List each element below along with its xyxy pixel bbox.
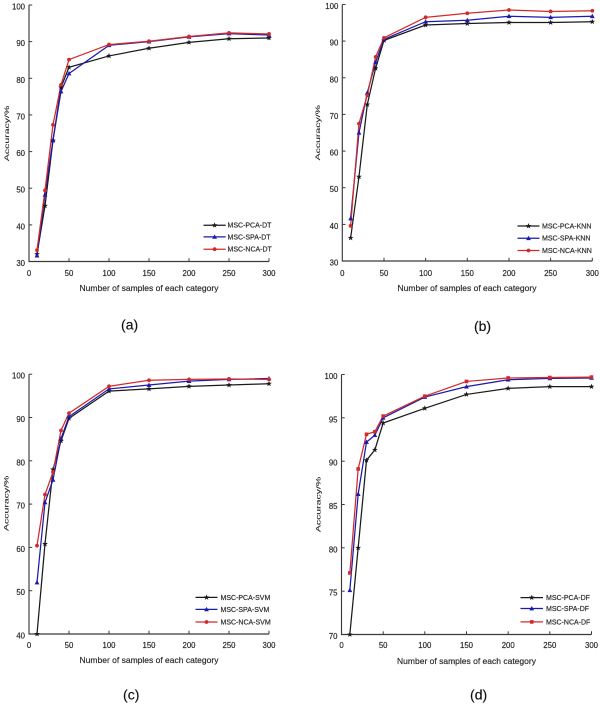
svg-text:MSC-PCA-DT: MSC-PCA-DT [228, 223, 273, 230]
svg-text:Number of samples of each cate: Number of samples of each category [398, 283, 538, 293]
svg-text:50: 50 [16, 186, 25, 195]
svg-text:250: 250 [544, 269, 558, 278]
svg-text:90: 90 [329, 459, 338, 468]
svg-text:60: 60 [16, 149, 25, 158]
svg-text:60: 60 [330, 149, 339, 158]
svg-text:100: 100 [324, 372, 338, 381]
svg-text:150: 150 [460, 641, 474, 650]
svg-text:90: 90 [16, 39, 25, 48]
svg-text:85: 85 [329, 502, 338, 511]
svg-text:70: 70 [16, 502, 25, 511]
svg-text:MSC-NCA-KNN: MSC-NCA-KNN [542, 248, 592, 255]
svg-text:150: 150 [142, 269, 156, 278]
svg-text:300: 300 [262, 641, 276, 650]
svg-text:150: 150 [142, 641, 156, 650]
svg-text:40: 40 [16, 222, 25, 231]
svg-text:70: 70 [330, 112, 339, 121]
svg-text:Accuracy/%: Accuracy/% [3, 475, 10, 531]
svg-text:0: 0 [27, 269, 32, 278]
svg-text:250: 250 [222, 641, 236, 650]
svg-text:80: 80 [16, 76, 25, 85]
svg-text:100: 100 [418, 641, 432, 650]
svg-text:200: 200 [182, 641, 196, 650]
svg-text:MSC-PCA-KNN: MSC-PCA-KNN [542, 223, 591, 230]
svg-text:100: 100 [12, 372, 26, 381]
svg-text:95: 95 [329, 415, 338, 424]
svg-text:50: 50 [16, 588, 25, 597]
svg-text:Number of samples of each cate: Number of samples of each category [80, 283, 220, 293]
svg-text:MSC-NCA-DT: MSC-NCA-DT [228, 247, 273, 254]
svg-text:250: 250 [222, 269, 236, 278]
svg-text:30: 30 [16, 259, 25, 268]
svg-text:(a): (a) [121, 317, 138, 333]
svg-text:MSC-PCA-DF: MSC-PCA-DF [546, 595, 590, 602]
svg-text:0: 0 [340, 269, 345, 278]
svg-text:Number of samples of each cate: Number of samples of each category [80, 655, 220, 665]
svg-text:100: 100 [102, 269, 116, 278]
svg-text:200: 200 [502, 641, 516, 650]
svg-text:50: 50 [379, 641, 388, 650]
svg-text:100: 100 [325, 2, 339, 11]
svg-text:MSC-PCA-SVM: MSC-PCA-SVM [221, 595, 271, 602]
svg-text:(c): (c) [123, 687, 139, 703]
svg-text:40: 40 [16, 632, 25, 641]
svg-text:30: 30 [330, 259, 339, 268]
svg-text:0: 0 [339, 641, 344, 650]
svg-text:MSC-SPA-DF: MSC-SPA-DF [546, 606, 589, 613]
svg-text:90: 90 [330, 39, 339, 48]
svg-text:70: 70 [329, 632, 338, 641]
svg-text:50: 50 [65, 269, 74, 278]
svg-text:60: 60 [16, 545, 25, 554]
svg-text:(d): (d) [470, 687, 487, 703]
svg-text:MSC-NCA-DF: MSC-NCA-DF [546, 619, 590, 626]
svg-text:300: 300 [586, 269, 600, 278]
svg-text:Accuracy/%: Accuracy/% [314, 105, 321, 161]
svg-text:100: 100 [12, 3, 26, 12]
svg-text:300: 300 [262, 269, 276, 278]
svg-text:MSC-SPA-KNN: MSC-SPA-KNN [542, 236, 590, 243]
svg-text:75: 75 [329, 589, 338, 598]
svg-text:Accuracy/%: Accuracy/% [314, 477, 321, 533]
svg-text:300: 300 [585, 641, 599, 650]
svg-text:40: 40 [330, 222, 339, 231]
svg-text:80: 80 [16, 458, 25, 467]
svg-text:200: 200 [502, 269, 516, 278]
svg-text:0: 0 [27, 641, 32, 650]
svg-text:(b): (b) [474, 318, 491, 334]
svg-text:150: 150 [461, 269, 475, 278]
svg-text:50: 50 [330, 185, 339, 194]
svg-text:50: 50 [380, 269, 389, 278]
svg-text:70: 70 [16, 112, 25, 121]
svg-text:Number of samples of each cate: Number of samples of each category [397, 656, 537, 666]
svg-text:50: 50 [65, 641, 74, 650]
svg-text:Accuracy/%: Accuracy/% [3, 105, 10, 161]
svg-text:80: 80 [330, 75, 339, 84]
svg-text:100: 100 [419, 269, 433, 278]
svg-text:100: 100 [102, 641, 116, 650]
svg-text:200: 200 [182, 269, 196, 278]
svg-text:80: 80 [329, 545, 338, 554]
svg-text:90: 90 [16, 415, 25, 424]
svg-text:250: 250 [543, 641, 557, 650]
svg-text:MSC-SPA-SVM: MSC-SPA-SVM [221, 607, 270, 614]
svg-text:MSC-SPA-DT: MSC-SPA-DT [228, 234, 272, 241]
svg-text:MSC-NCA-SVM: MSC-NCA-SVM [221, 619, 271, 626]
